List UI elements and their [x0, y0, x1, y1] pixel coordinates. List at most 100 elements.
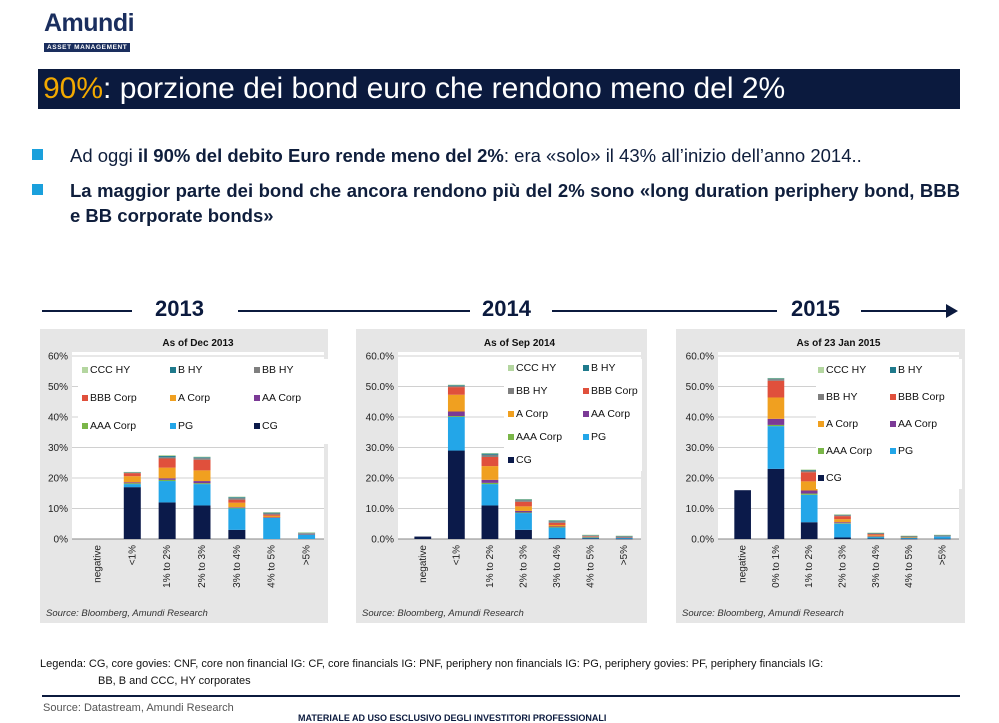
- footer-divider: [42, 695, 960, 697]
- legend-box: [78, 359, 328, 444]
- bar-segment: [193, 458, 211, 460]
- bar-segment: [800, 490, 818, 494]
- legend-label: BB HY: [826, 391, 858, 403]
- bar-segment: [481, 454, 499, 457]
- bar-segment: [834, 523, 851, 524]
- footer-source: Source: Datastream, Amundi Research: [43, 702, 234, 714]
- bullet-text: Ad oggi: [70, 145, 138, 166]
- bar-segment: [934, 534, 951, 536]
- legend-swatch: [254, 423, 260, 429]
- bar-segment: [228, 502, 246, 508]
- bar-segment: [298, 533, 316, 534]
- legend-label: B HY: [591, 362, 616, 374]
- bar-segment: [228, 507, 246, 508]
- y-tick-label: 30.0%: [686, 443, 714, 454]
- bar-segment: [515, 499, 532, 501]
- legend-label: BBB Corp: [90, 392, 137, 404]
- bar-segment: [193, 459, 211, 471]
- legend-swatch: [890, 421, 896, 427]
- legend-box: [504, 359, 642, 471]
- x-tick-label: 3% to 4%: [552, 545, 563, 588]
- legend-label: AAA Corp: [90, 420, 136, 432]
- bar-segment: [481, 479, 499, 483]
- y-tick-label: 50.0%: [686, 382, 714, 393]
- bar-segment: [867, 532, 885, 534]
- bullet-bold-text: il 90% del debito Euro rende meno del 2%: [137, 145, 504, 166]
- bar-segment: [298, 532, 316, 534]
- bar-segment: [767, 379, 785, 381]
- bar-segment: [123, 476, 141, 483]
- bar-segment: [615, 537, 633, 539]
- x-tick-label: 4% to 5%: [586, 545, 597, 588]
- bullet-item: Ad oggi il 90% del debito Euro rende men…: [30, 143, 960, 168]
- x-tick-label: 3% to 4%: [232, 545, 243, 588]
- legend-swatch: [82, 367, 88, 373]
- bar-segment: [447, 394, 465, 412]
- y-tick-label: 20.0%: [686, 474, 714, 485]
- bar-segment: [934, 535, 951, 537]
- bar-segment: [834, 514, 851, 515]
- legend-swatch: [818, 367, 824, 373]
- bar-segment: [900, 535, 918, 537]
- legend-swatch: [890, 367, 896, 373]
- bar-segment: [298, 534, 316, 539]
- bar-segment: [767, 397, 785, 419]
- bar-segment: [123, 473, 141, 477]
- x-tick-label: 1% to 2%: [804, 545, 815, 588]
- legend-swatch: [818, 394, 824, 400]
- bar-segment: [158, 456, 176, 458]
- bar-segment: [515, 529, 532, 539]
- y-tick-label: 20.0%: [366, 474, 394, 485]
- legend-swatch: [583, 388, 589, 394]
- bar-segment: [934, 536, 951, 539]
- bar-segment: [767, 468, 785, 539]
- bar-segment: [123, 472, 141, 473]
- bar-segment: [447, 384, 465, 386]
- bar-segment: [193, 481, 211, 484]
- bar-segment: [867, 535, 885, 537]
- bar-segment: [158, 457, 176, 459]
- page-title: 90%: porzione dei bond euro che rendono …: [38, 69, 960, 109]
- bar-segment: [228, 496, 246, 498]
- bar-segment: [123, 487, 141, 539]
- bar-segment: [767, 424, 785, 427]
- bar-segment: [263, 513, 281, 515]
- timeline-line: [42, 310, 132, 312]
- legend-swatch: [890, 394, 896, 400]
- legend-box: [816, 359, 962, 489]
- legend-label: CCC HY: [516, 362, 556, 374]
- bar-segment: [900, 537, 918, 538]
- legend-label: PG: [178, 420, 193, 432]
- bullet-square-icon: [32, 149, 43, 160]
- footer-disclaimer: MATERIALE AD USO ESCLUSIVO DEGLI INVESTI…: [298, 713, 607, 723]
- bar-segment: [867, 534, 885, 536]
- legend-swatch: [818, 448, 824, 454]
- legend-label: CG: [826, 472, 842, 484]
- bar-segment: [615, 536, 633, 538]
- bar-segment: [548, 527, 566, 539]
- bar-segment: [414, 536, 432, 539]
- bar-segment: [867, 538, 885, 539]
- bar-segment: [800, 469, 818, 471]
- bullet-text: : era «solo» il 43% all’inizio dell’anno…: [503, 145, 862, 166]
- bar-segment: [228, 497, 246, 499]
- legend-swatch: [508, 434, 514, 440]
- bar-segment: [767, 378, 785, 380]
- bar-segment: [515, 500, 532, 502]
- bar-segment: [615, 537, 633, 538]
- x-tick-label: 2% to 3%: [197, 545, 208, 588]
- timeline-line: [238, 310, 470, 312]
- bar-segment: [298, 532, 316, 533]
- legend-label: CCC HY: [826, 364, 866, 376]
- legend-label: AA Corp: [591, 408, 630, 420]
- x-tick-label: >5%: [302, 545, 313, 565]
- legend-label: BBB Corp: [591, 385, 638, 397]
- bullet-square-icon: [32, 184, 43, 195]
- bar-segment: [834, 519, 851, 523]
- y-tick-label: 60.0%: [366, 352, 394, 363]
- bar-segment: [800, 494, 818, 523]
- bar-segment: [548, 524, 566, 527]
- bar-segment: [900, 536, 918, 537]
- title-rest: : porzione dei bond euro che rendono men…: [103, 72, 786, 105]
- legend-swatch: [508, 411, 514, 417]
